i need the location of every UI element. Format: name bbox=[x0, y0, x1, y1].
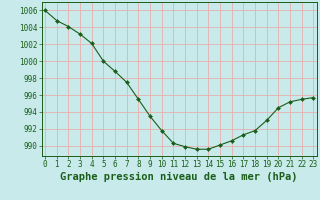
X-axis label: Graphe pression niveau de la mer (hPa): Graphe pression niveau de la mer (hPa) bbox=[60, 172, 298, 182]
